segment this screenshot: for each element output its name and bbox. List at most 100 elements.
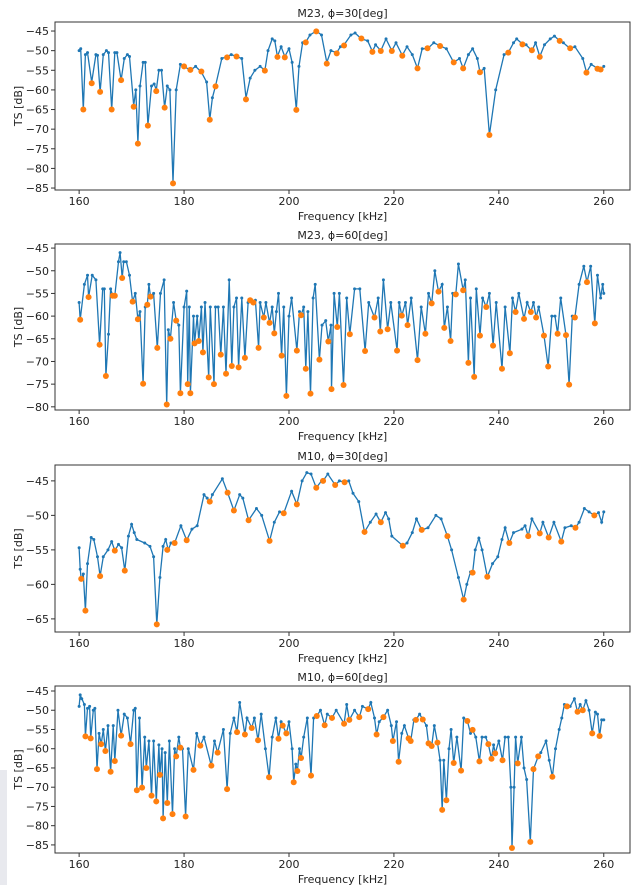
minimum-marker — [279, 722, 286, 729]
ts-point — [130, 522, 134, 526]
ts-point — [178, 62, 182, 66]
ts-point — [345, 296, 349, 300]
minimum-marker — [153, 798, 160, 805]
ts-point — [232, 305, 236, 309]
ts-point — [473, 548, 477, 552]
minimum-marker — [163, 401, 170, 408]
minimum-marker — [460, 596, 467, 603]
ts-point — [143, 735, 147, 739]
ts-point — [373, 716, 377, 720]
ts-point — [502, 53, 506, 57]
minimum-marker — [85, 294, 92, 301]
ts-point — [320, 323, 324, 327]
y-tick-label: −60 — [26, 84, 49, 97]
ts-point — [445, 305, 449, 309]
ts-point — [152, 82, 156, 86]
minimum-marker — [346, 331, 353, 338]
ts-point — [260, 513, 264, 517]
minimum-marker — [169, 811, 176, 818]
ts-point — [522, 766, 526, 770]
y-axis-label: TS [dB] — [12, 307, 25, 348]
ts-point — [120, 546, 124, 550]
ts-point — [457, 57, 461, 61]
ts-point — [164, 538, 168, 542]
minimum-marker — [316, 356, 323, 363]
minimum-marker — [377, 48, 384, 55]
minimum-marker — [419, 716, 426, 723]
ts-point — [134, 88, 138, 92]
ts-point — [572, 697, 576, 701]
minimum-marker — [206, 116, 213, 123]
ts-point — [534, 41, 538, 45]
y-tick-label: −60 — [26, 578, 49, 591]
ts-point — [593, 710, 597, 714]
minimum-marker — [484, 573, 491, 580]
ts-point — [475, 57, 479, 61]
minimum-marker — [377, 519, 384, 526]
minimum-marker — [536, 530, 543, 537]
x-axis-label: Frequency [kHz] — [298, 430, 387, 443]
ts-point — [469, 731, 473, 735]
minimum-marker — [281, 54, 288, 61]
x-tick-label: 160 — [69, 195, 90, 208]
x-tick-label: 240 — [488, 858, 509, 871]
ts-point — [101, 53, 105, 57]
minimum-marker — [562, 332, 569, 339]
ts-point — [124, 260, 128, 264]
minimum-marker — [458, 767, 465, 774]
ts-point — [386, 708, 390, 712]
minimum-marker — [96, 341, 103, 348]
ts-point — [389, 724, 393, 728]
x-tick-label: 180 — [174, 195, 195, 208]
ts-point — [559, 296, 563, 300]
ts-point — [252, 716, 256, 720]
ts-point — [325, 712, 329, 716]
minimum-marker — [341, 42, 348, 49]
ts-point — [302, 305, 306, 309]
ts-point — [248, 76, 252, 80]
ts-point — [561, 41, 565, 45]
ts-point — [560, 716, 564, 720]
minimum-marker — [589, 730, 596, 737]
minimum-marker — [78, 575, 85, 582]
axes-frame — [54, 685, 631, 854]
minimum-marker — [107, 768, 114, 775]
minimum-marker — [177, 390, 184, 397]
minimum-marker — [182, 813, 189, 820]
minimum-marker — [184, 381, 191, 388]
ts-point — [358, 287, 362, 291]
minimum-marker — [153, 621, 160, 628]
minimum-marker — [228, 363, 235, 370]
ts-point — [414, 517, 418, 521]
ts-point — [118, 251, 122, 255]
minimum-marker — [293, 501, 300, 508]
ts-point — [387, 517, 391, 521]
minimum-marker — [441, 324, 448, 331]
ts-point — [480, 548, 484, 552]
minimum-marker — [250, 299, 257, 306]
ts-point — [353, 708, 357, 712]
minimum-marker — [134, 140, 141, 147]
ts-point — [374, 512, 378, 516]
ts-point — [471, 47, 475, 51]
ts-point — [86, 51, 90, 55]
minimum-marker — [313, 484, 320, 491]
minimum-marker — [424, 45, 431, 52]
y-axis-label: TS [dB] — [12, 749, 25, 790]
minimum-marker — [488, 755, 495, 762]
minimum-marker — [119, 275, 126, 282]
minimum-marker — [407, 738, 414, 745]
ts-point — [369, 701, 373, 705]
ts-point — [238, 701, 242, 705]
minimum-marker — [505, 49, 512, 56]
ts-point — [279, 720, 283, 724]
minimum-marker — [399, 542, 406, 549]
ts-point — [132, 531, 136, 535]
ts-point — [161, 544, 165, 548]
ts-point — [300, 479, 304, 483]
ts-point — [337, 479, 341, 483]
x-axis-label: Frequency [kHz] — [298, 210, 387, 223]
ts-point — [324, 319, 328, 323]
ts-line — [78, 252, 605, 405]
minimum-marker — [294, 768, 301, 775]
